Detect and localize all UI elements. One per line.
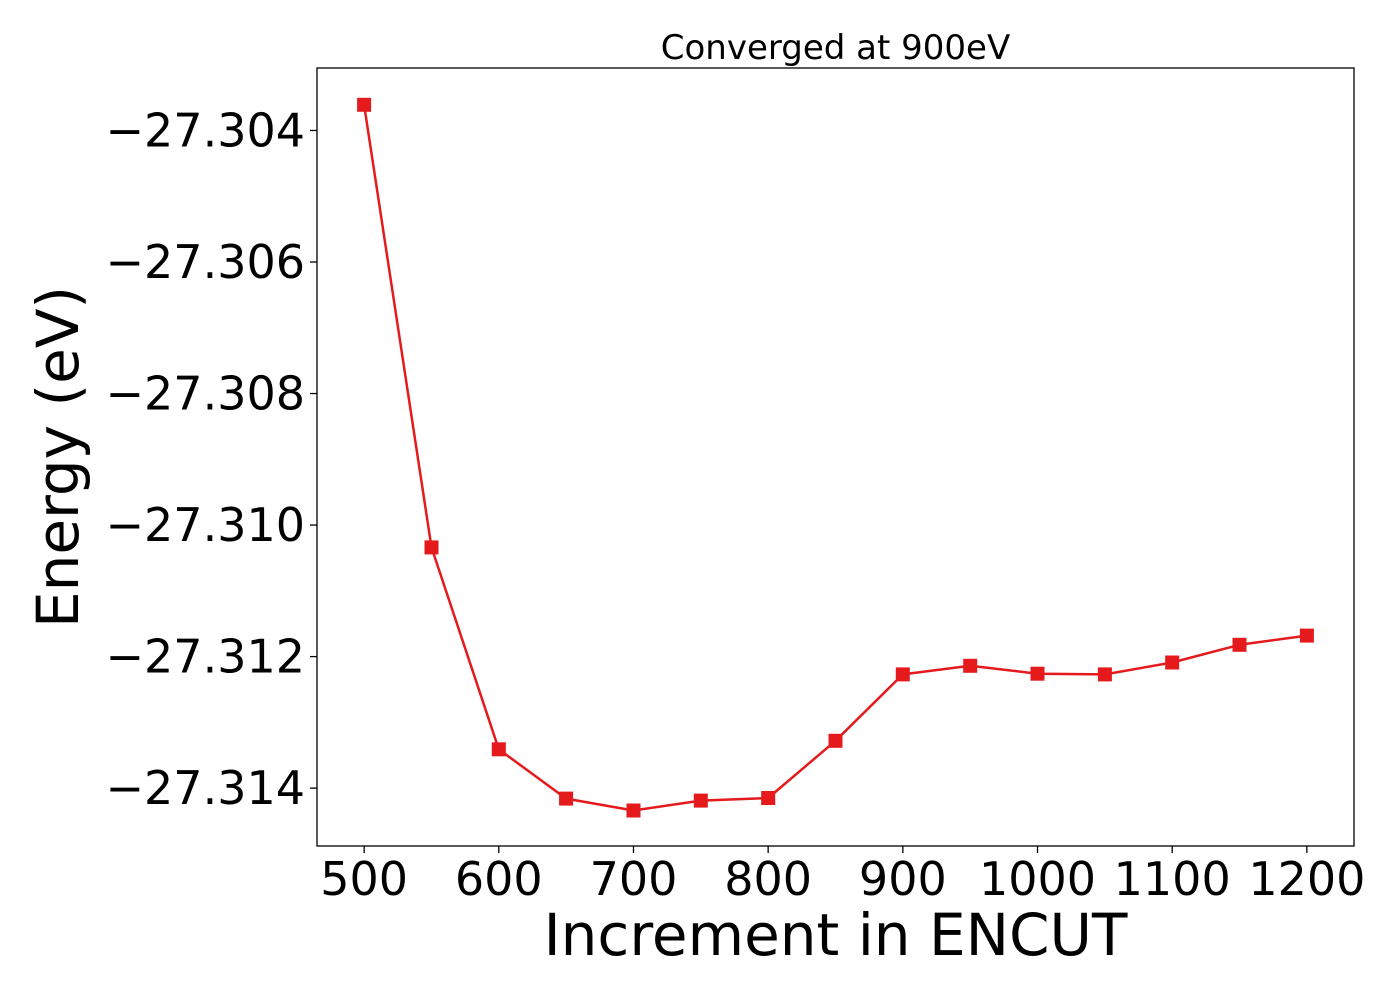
series-layer	[357, 97, 1314, 818]
data-point-marker	[693, 793, 708, 808]
data-point-marker	[1165, 655, 1180, 670]
data-point-marker	[895, 667, 910, 682]
data-point-marker	[357, 97, 372, 112]
data-point-marker	[1299, 628, 1314, 643]
data-point-marker	[1232, 637, 1247, 652]
x-tick-label: 1100	[1114, 852, 1231, 906]
data-point-marker	[424, 540, 439, 555]
y-tick-label: −27.312	[106, 630, 306, 684]
data-point-marker	[1097, 667, 1112, 682]
data-point-marker	[491, 742, 506, 757]
x-tick-label: 500	[320, 852, 408, 906]
x-tick-label: 700	[590, 852, 678, 906]
x-tick-label: 1200	[1248, 852, 1365, 906]
y-tick-label: −27.310	[106, 498, 306, 552]
data-point-marker	[559, 791, 574, 806]
y-tick-label: −27.304	[106, 103, 306, 157]
x-tick-label: 1000	[979, 852, 1096, 906]
y-axis: −27.304 −27.306 −27.308 −27.310 −27.312 −27.3…	[106, 103, 317, 815]
data-point-marker	[761, 791, 776, 805]
y-tick-label: −27.308	[106, 367, 306, 421]
y-tick-label: −27.306	[106, 235, 306, 289]
data-point-marker	[963, 658, 978, 673]
plot-frame	[316, 67, 1355, 847]
chart-title: Converged at 900eV	[661, 28, 1010, 68]
data-point-marker	[828, 733, 843, 748]
x-axis: 500 600 700 800 900 1000 1100 1200	[320, 846, 1365, 906]
data-point-marker	[1030, 666, 1045, 681]
x-tick-label: 900	[859, 852, 947, 906]
x-tick-label: 600	[455, 852, 543, 906]
y-axis-label: Energy (eV)	[24, 286, 92, 628]
data-point-marker	[626, 803, 641, 818]
x-axis-label: Increment in ENCUT	[544, 901, 1128, 969]
x-tick-label: 800	[724, 852, 812, 906]
y-tick-label: −27.314	[106, 761, 306, 815]
